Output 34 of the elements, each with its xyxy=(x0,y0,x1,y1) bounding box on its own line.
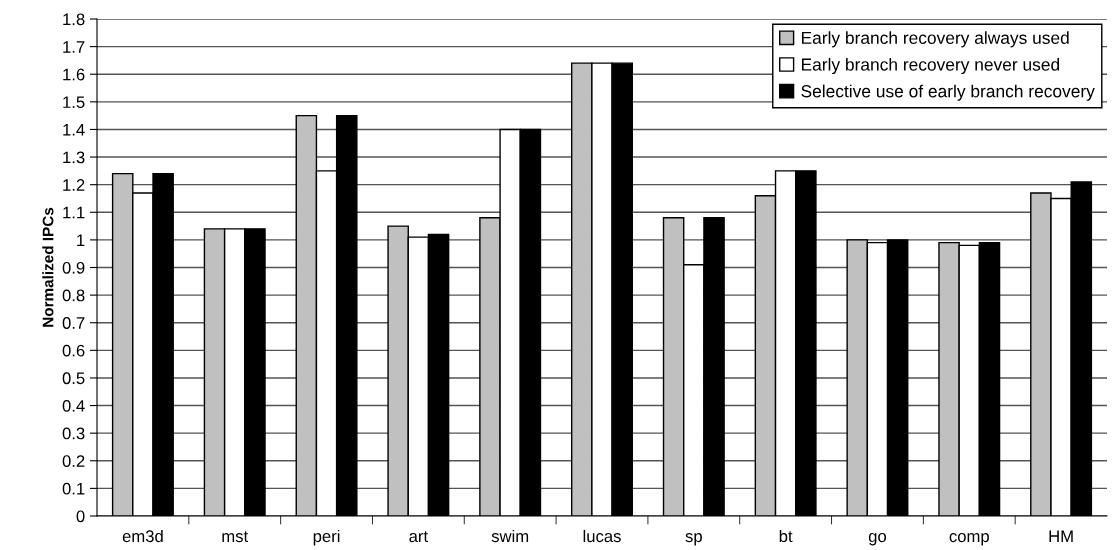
y-tick-label: 0.7 xyxy=(62,317,85,329)
x-tick-label: sp xyxy=(685,533,702,546)
x-tick-label: comp xyxy=(949,533,989,546)
y-tick-label: 1.2 xyxy=(63,179,85,191)
legend-label: Selective use of early branch recovery xyxy=(801,84,1095,101)
y-tick-label: 1.6 xyxy=(63,68,85,81)
y-tick-label: 1.7 xyxy=(63,41,85,53)
x-tick-label: em3d xyxy=(122,529,163,543)
x-tick-label: lucas xyxy=(583,529,621,543)
y-tick-label: 0.8 xyxy=(62,289,85,302)
x-tick-label: peri xyxy=(313,529,340,546)
y-tick-label: 1.3 xyxy=(63,151,85,164)
y-tick-label: 0.5 xyxy=(62,372,85,385)
x-tick-label: bt xyxy=(779,529,793,543)
x-tick-label: mst xyxy=(222,531,249,543)
legend-label: Early branch recovery always used xyxy=(801,31,1069,48)
y-tick-label: 0.3 xyxy=(62,427,85,440)
y-tick-label: 0.9 xyxy=(62,261,85,274)
y-tick-label: 1 xyxy=(77,234,85,246)
y-tick-label: 1.1 xyxy=(63,206,85,219)
x-tick-label: go xyxy=(868,533,887,546)
y-tick-label: 0.4 xyxy=(62,399,85,412)
x-tick-label: art xyxy=(409,531,428,543)
y-tick-label: 0 xyxy=(76,510,85,523)
legend-label: Early branch recovery never used xyxy=(801,57,1060,75)
y-tick-label: 1.8 xyxy=(63,13,85,26)
y-tick-label: 1.4 xyxy=(63,124,85,136)
y-tick-label: 1.5 xyxy=(63,96,85,109)
y-axis-title: Normalized IPCs xyxy=(42,207,54,327)
x-tick-label: swim xyxy=(491,529,529,543)
y-tick-label: 0.1 xyxy=(62,482,85,495)
y-tick-label: 0.6 xyxy=(62,344,85,357)
y-tick-label: 0.2 xyxy=(62,455,85,467)
x-tick-label: HM xyxy=(1049,530,1073,542)
